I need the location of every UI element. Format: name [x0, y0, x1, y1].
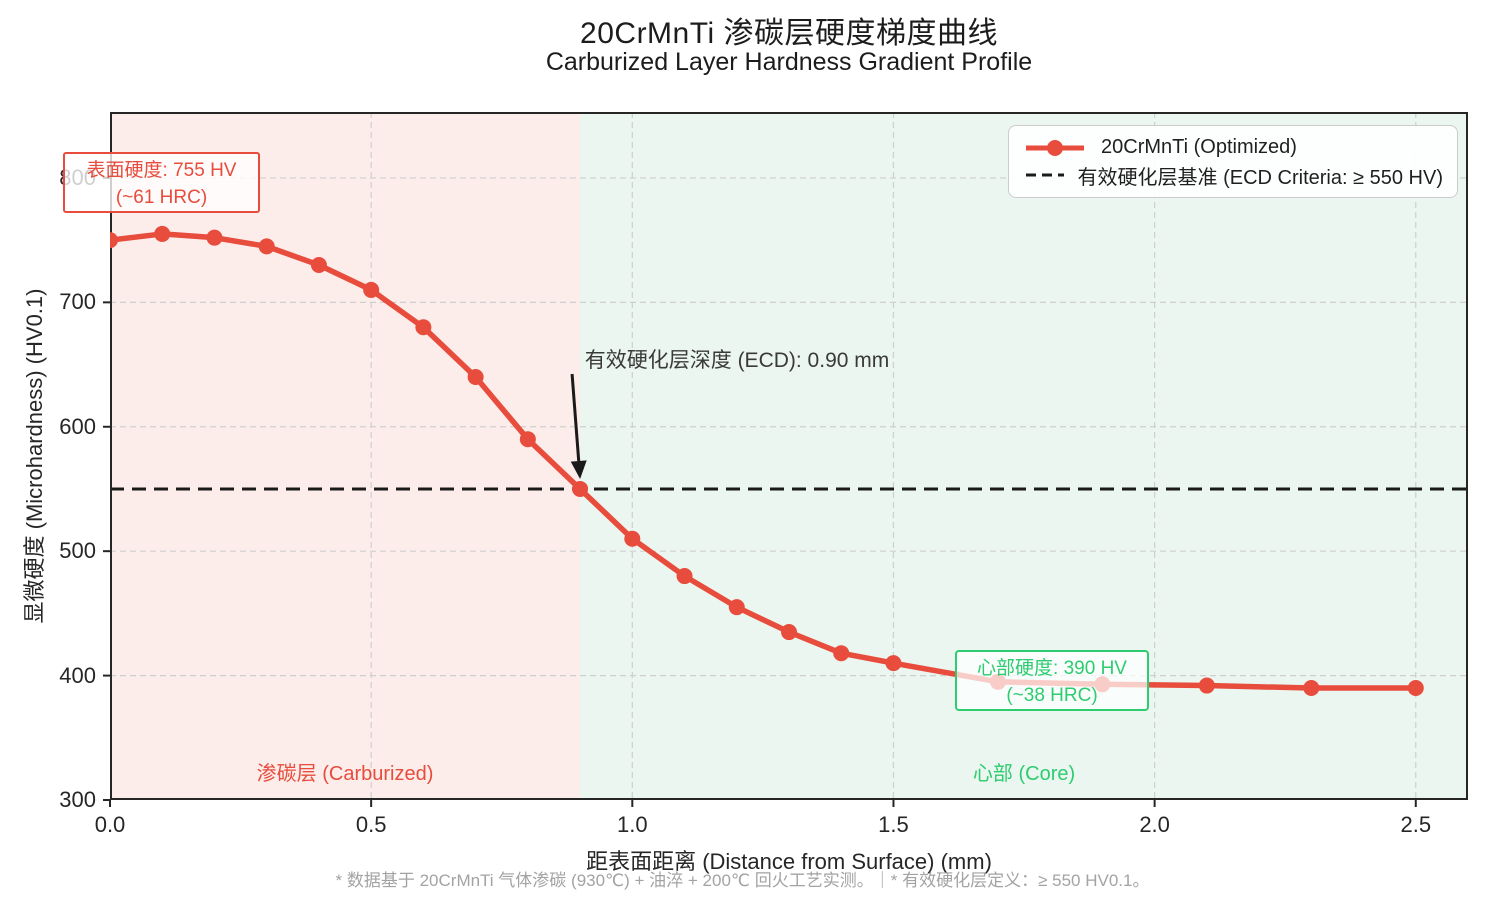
x-tick-label: 2.5 — [1400, 812, 1432, 837]
chart-title: 20CrMnTi 渗碳层硬度梯度曲线 — [580, 17, 998, 50]
data-point — [728, 599, 745, 616]
data-point — [781, 624, 797, 641]
x-tick-label: 1.5 — [878, 812, 909, 837]
legend-curve-label: 20CrMnTi (Optimized) — [1101, 136, 1297, 159]
core-region-label: 心部 (Core) — [972, 763, 1076, 785]
data-point — [415, 319, 432, 336]
data-point — [1303, 680, 1320, 697]
legend-item-curve: 20CrMnTi (Optimized) — [1023, 134, 1443, 161]
legend-ecd-label: 有效硬化层基准 (ECD Criteria: ≥ 550 HV) — [1077, 166, 1443, 189]
y-axis-label: 显微硬度 (Microhardness) (HV0.1) — [22, 288, 47, 624]
plot-svg — [103, 112, 1468, 807]
x-tick-label: 0.0 — [94, 812, 126, 837]
plot-border — [110, 112, 1468, 800]
y-tick-label: 700 — [59, 289, 96, 315]
legend: 20CrMnTi (Optimized) 有效硬化层基准 (ECD Criter… — [1008, 125, 1458, 198]
axis-tick-marks — [103, 176, 1417, 807]
x-tick-label: 0.5 — [355, 812, 387, 837]
carburized-region-background — [110, 112, 581, 800]
data-point — [885, 655, 902, 672]
surface-hardness-value: 表面硬度: 755 HV — [86, 160, 237, 181]
data-point — [363, 281, 380, 298]
data-point — [206, 229, 223, 246]
data-point — [1407, 680, 1424, 697]
data-point — [310, 257, 327, 274]
y-tick-label: 600 — [59, 413, 96, 439]
x-axis-label: 距表面距离 (Distance from Surface) (mm) — [586, 849, 992, 874]
data-point — [624, 530, 641, 547]
core-hardness-annotation: 心部硬度: 390 HV (~38 HRC) — [955, 650, 1149, 711]
carburized-region-label: 渗碳层 (Carburized) — [256, 763, 434, 785]
legend-curve-sample-icon — [1026, 139, 1084, 156]
footer-note: * 数据基于 20CrMnTi 气体渗碳 (930℃) + 油淬 + 200℃ … — [335, 871, 1150, 890]
data-point — [676, 568, 693, 585]
grid — [110, 112, 1468, 800]
data-point — [467, 368, 484, 385]
hardness-curve — [110, 225, 1424, 697]
data-point — [833, 645, 850, 662]
x-tick-label: 2.0 — [1139, 812, 1170, 837]
core-hardness-value: 心部硬度: 390 HV — [977, 658, 1127, 679]
core-hardness-hrc: (~38 HRC) — [1006, 685, 1098, 706]
y-tick-label: 500 — [59, 538, 96, 564]
y-tick-label: 300 — [59, 787, 96, 812]
data-point — [110, 232, 118, 249]
data-point — [519, 431, 536, 448]
y-tick-label: 400 — [59, 662, 96, 688]
ecd-depth-annotation: 有效硬化层深度 (ECD): 0.90 mm — [584, 349, 890, 372]
data-point — [572, 480, 589, 497]
ecd-arrow — [570, 373, 587, 479]
x-tick-label: 1.0 — [617, 812, 648, 837]
surface-hardness-annotation: 表面硬度: 755 HV (~61 HRC) — [63, 152, 260, 213]
legend-dashed-line-icon — [1026, 173, 1064, 177]
chart-subtitle: Carburized Layer Hardness Gradient Profi… — [545, 48, 1033, 76]
data-point — [154, 225, 171, 242]
plot-area — [103, 112, 1468, 807]
data-point — [258, 238, 275, 255]
data-point — [1198, 677, 1215, 694]
surface-hardness-hrc: (~61 HRC) — [115, 187, 208, 208]
legend-item-ecd: 有效硬化层基准 (ECD Criteria: ≥ 550 HV) — [1023, 162, 1443, 189]
